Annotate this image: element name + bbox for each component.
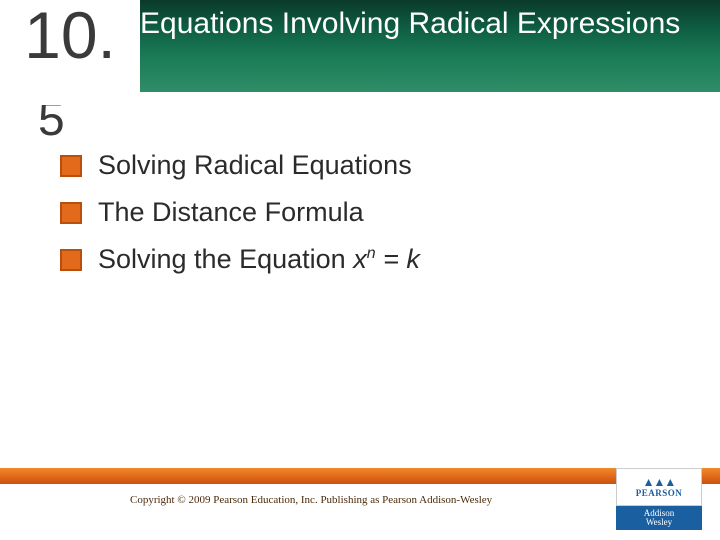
logo-sub2: Wesley	[646, 518, 672, 527]
bullet-icon	[60, 249, 82, 271]
bullet-text: The Distance Formula	[98, 197, 364, 228]
bullet-icon	[60, 155, 82, 177]
math-exponent: n	[367, 245, 376, 262]
copyright-text: Copyright © 2009 Pearson Education, Inc.…	[130, 494, 492, 506]
slide: Equations Involving Radical Expressions …	[0, 0, 720, 540]
logo-brand: PEARSON	[636, 488, 683, 498]
content-area: Solving Radical Equations The Distance F…	[60, 150, 680, 291]
list-item: Solving the Equation xn = k	[60, 244, 680, 275]
bullet-text: Solving Radical Equations	[98, 150, 412, 181]
math-rest: = k	[376, 244, 420, 274]
publisher-logo: ▲▲▲ PEARSON Addison Wesley	[616, 468, 702, 530]
logo-bottom: Addison Wesley	[616, 506, 702, 530]
slide-title: Equations Involving Radical Expressions	[140, 6, 700, 42]
bullet-text-prefix: Solving the Equation	[98, 244, 353, 274]
chapter-number: 10.	[24, 2, 116, 68]
list-item: The Distance Formula	[60, 197, 680, 228]
logo-top: ▲▲▲ PEARSON	[616, 468, 702, 506]
title-container: Equations Involving Radical Expressions	[140, 6, 700, 42]
chapter-box: 10.	[0, 0, 140, 105]
list-item: Solving Radical Equations	[60, 150, 680, 181]
math-variable: x	[353, 244, 367, 274]
logo-icon: ▲▲▲	[643, 476, 676, 488]
bullet-text: Solving the Equation xn = k	[98, 244, 420, 275]
bullet-list: Solving Radical Equations The Distance F…	[60, 150, 680, 275]
bullet-icon	[60, 202, 82, 224]
footer-bar	[0, 468, 720, 484]
